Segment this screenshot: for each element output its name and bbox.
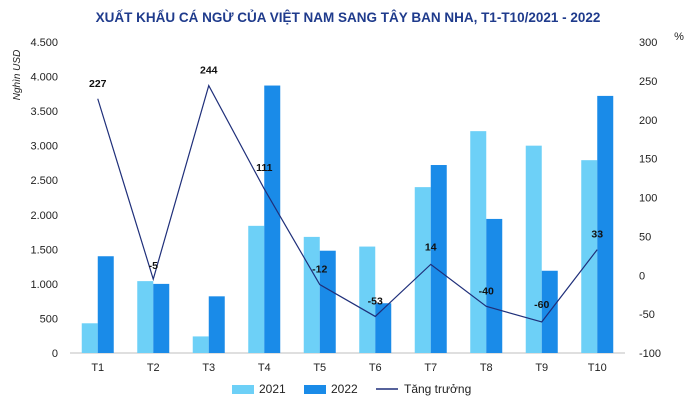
bar-2022 [153,283,170,353]
x-tick-label: T8 [480,362,493,374]
y-tick-label: 4.000 [30,72,58,84]
y-tick-label: 3.500 [30,106,58,118]
x-tick-label: T3 [202,362,215,374]
y-tick-label: 2.500 [30,175,58,187]
x-tick-label: T5 [313,362,326,374]
chart-title: XUẤT KHẨU CÁ NGỪ CỦA VIỆT NAM SANG TÂY B… [96,10,601,25]
bar-2022 [319,250,336,353]
x-tick-label: T10 [588,362,607,374]
y2-tick-label: -100 [639,348,661,360]
growth-data-label: 227 [89,78,107,90]
x-tick-label: T4 [258,362,271,374]
bar-2022 [486,218,503,353]
bar-2022 [430,165,447,353]
y-tick-label: 0 [52,348,58,360]
growth-data-label: -12 [312,264,327,276]
bar-2021 [192,336,209,353]
bar-2021 [303,236,320,353]
growth-data-label: 14 [425,241,437,253]
legend-label-2021: 2021 [259,382,286,396]
growth-data-label: 111 [256,162,273,174]
bar-2021 [81,323,98,353]
bar-2021 [414,187,431,353]
legend-label-growth: Tăng trưởng [404,382,471,396]
growth-line [97,83,598,323]
x-tick-label: T9 [535,362,548,374]
growth-data-label: -5 [149,260,158,272]
bar-2021 [248,225,265,353]
bar-2022 [597,95,614,353]
y-tick-label: 1.000 [30,279,58,291]
y2-tick-label: 300 [639,37,657,49]
growth-data-label: 33 [591,229,603,241]
y2-tick-label: 50 [639,231,651,243]
bar-2021 [470,131,487,353]
y-tick-label: 3.000 [30,141,58,153]
growth-data-label: -40 [479,285,494,297]
y2-tick-label: 250 [639,76,657,88]
x-tick-label: T6 [369,362,382,374]
plot-area: 05001.0001.5002.0002.5003.0003.5004.0004… [30,37,661,374]
y2-tick-label: 0 [639,270,645,282]
legend-swatch-2022 [304,385,326,394]
y2-tick-label: -50 [639,309,655,321]
legend-label-2022: 2022 [331,382,358,396]
bar-2022 [208,296,225,353]
growth-data-label: -60 [534,299,549,311]
y-tick-label: 4.500 [30,37,58,49]
y2-tick-label: 150 [639,154,657,166]
bar-2022 [375,303,392,353]
y2-tick-label: 200 [639,115,657,127]
bar-2021 [359,246,376,353]
bar-2021 [525,145,542,353]
y-tick-label: 2.000 [30,210,58,222]
bar-2022 [264,85,281,353]
legend-swatch-2021 [232,385,254,394]
y-tick-label: 1.500 [30,244,58,256]
growth-data-label: 244 [200,65,218,77]
x-tick-label: T7 [424,362,437,374]
bar-2021 [581,160,598,353]
bar-2021 [137,281,154,353]
y-tick-label: 500 [40,313,58,325]
legend: 2021 2022 Tăng trưởng [232,382,471,396]
bar-2022 [97,256,114,353]
y-axis-label: Nghìn USD [12,50,23,101]
y2-axis-label: % [674,31,684,43]
x-tick-label: T1 [91,362,104,374]
y2-tick-label: 100 [639,193,657,205]
growth-data-label: -53 [368,295,383,307]
x-tick-label: T2 [147,362,160,374]
